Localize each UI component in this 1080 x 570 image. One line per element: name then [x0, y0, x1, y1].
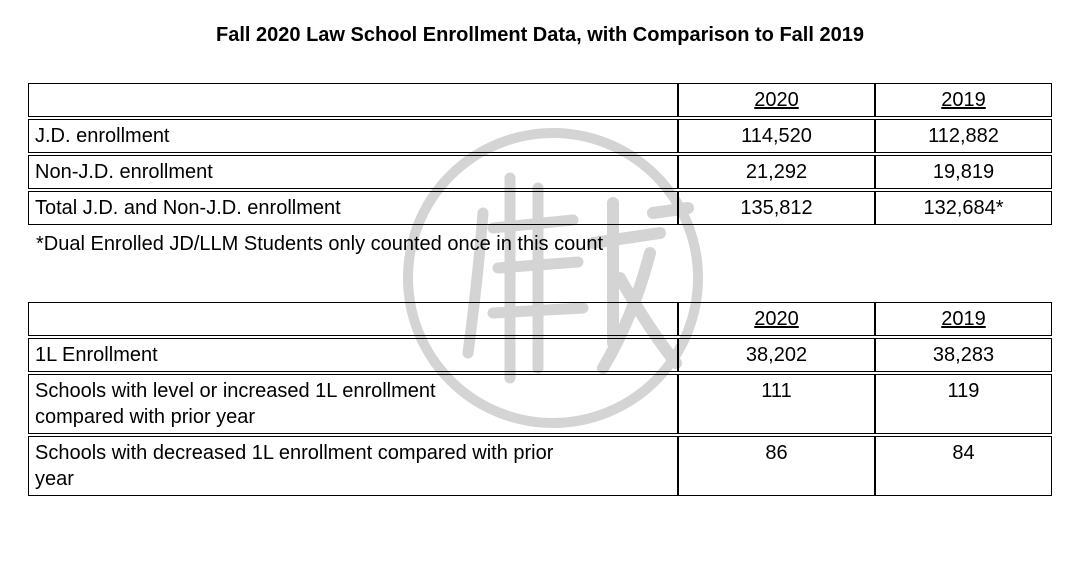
enrollment-table-header-2019: 2019	[875, 83, 1052, 117]
page-title: Fall 2020 Law School Enrollment Data, wi…	[216, 24, 864, 46]
table-row: Schools with decreased 1L enrollment com…	[28, 436, 1052, 496]
table-row: Schools with level or increased 1L enrol…	[28, 374, 1052, 434]
one-l-table-header-2020: 2020	[678, 302, 875, 336]
row-value-2019: 19,819	[875, 155, 1052, 189]
table-row: Non-J.D. enrollment 21,292 19,819	[28, 155, 1052, 189]
one-l-table-header-row: 2020 2019	[28, 302, 1052, 336]
row-label: Schools with level or increased 1L enrol…	[28, 374, 678, 434]
row-value-2019: 119	[875, 374, 1052, 434]
row-label: Schools with decreased 1L enrollment com…	[28, 436, 678, 496]
row-label: J.D. enrollment	[28, 119, 678, 153]
enrollment-table-header-empty	[28, 83, 678, 117]
one-l-table-header-empty	[28, 302, 678, 336]
row-value-2020: 111	[678, 374, 875, 434]
row-value-2020: 135,812	[678, 191, 875, 225]
enrollment-table-header-row: 2020 2019	[28, 83, 1052, 117]
row-value-2020: 38,202	[678, 338, 875, 372]
row-value-2019: 38,283	[875, 338, 1052, 372]
row-value-2020: 114,520	[678, 119, 875, 153]
row-value-2019: 84	[875, 436, 1052, 496]
one-l-table: 2020 2019 1L Enrollment 38,202 38,283 Sc…	[28, 300, 1052, 498]
row-value-2019: 112,882	[875, 119, 1052, 153]
table-row: J.D. enrollment 114,520 112,882	[28, 119, 1052, 153]
table-row: 1L Enrollment 38,202 38,283	[28, 338, 1052, 372]
one-l-table-header-2019: 2019	[875, 302, 1052, 336]
enrollment-table-header-2020: 2020	[678, 83, 875, 117]
row-label: Non-J.D. enrollment	[28, 155, 678, 189]
document-page: Fall 2020 Law School Enrollment Data, wi…	[28, 24, 1052, 498]
table-row: Total J.D. and Non-J.D. enrollment 135,8…	[28, 191, 1052, 225]
row-label: Total J.D. and Non-J.D. enrollment	[28, 191, 678, 225]
law-seal-watermark-icon	[398, 118, 718, 438]
row-value-2020: 21,292	[678, 155, 875, 189]
row-label: 1L Enrollment	[28, 338, 678, 372]
enrollment-table: 2020 2019 J.D. enrollment 114,520 112,88…	[28, 81, 1052, 227]
row-value-2019: 132,684*	[875, 191, 1052, 225]
row-value-2020: 86	[678, 436, 875, 496]
footnote: *Dual Enrolled JD/LLM Students only coun…	[36, 233, 604, 255]
